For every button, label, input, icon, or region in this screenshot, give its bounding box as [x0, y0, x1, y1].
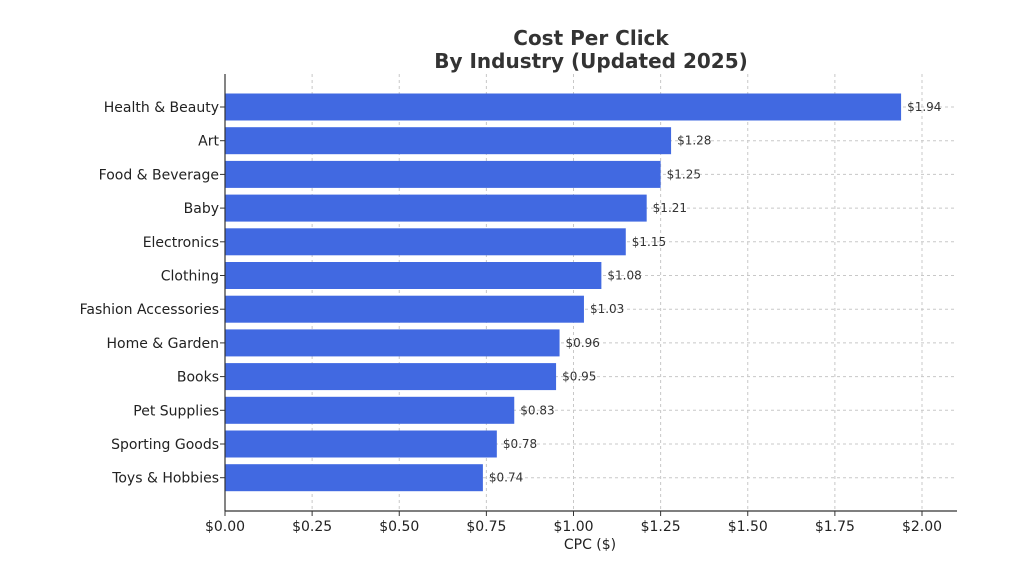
bar	[225, 262, 602, 289]
y-tick-label: Health & Beauty	[104, 100, 219, 116]
bar-value-labels: $1.94 $1.28 $1.25 $1.21 $1.15 $1.08 $1.03 $0.96…	[489, 100, 942, 485]
bar	[225, 127, 672, 155]
axes	[220, 74, 957, 516]
bar-value-label: $1.25	[667, 167, 701, 181]
chart-subtitle: By Industry (Updated 2025)	[434, 49, 748, 73]
bar-value-label: $0.96	[566, 336, 600, 350]
bar	[225, 160, 661, 188]
bar-value-label: $1.21	[653, 201, 687, 215]
bar-value-label: $1.03	[590, 302, 624, 316]
x-tick-label: $0.25	[292, 519, 332, 535]
chart-title: Cost Per Click	[513, 26, 669, 50]
bar	[225, 430, 497, 458]
bar	[225, 363, 557, 391]
y-tick-label: Food & Beverage	[99, 167, 219, 183]
bar-value-label: $1.28	[677, 134, 711, 148]
bar	[225, 93, 902, 121]
y-tick-labels: Health & Beauty Art Food & Beverage Baby Ele…	[80, 100, 220, 487]
bar-value-label: $0.95	[562, 370, 596, 384]
x-tick-label: $1.00	[553, 519, 593, 535]
x-tick-label: $0.50	[379, 519, 419, 535]
bar	[225, 194, 647, 222]
x-axis-label: CPC ($)	[564, 537, 616, 553]
bar	[225, 295, 584, 323]
y-tick-label: Fashion Accessories	[80, 302, 219, 318]
bar	[225, 464, 483, 492]
bar-value-label: $1.15	[632, 235, 666, 249]
y-tick-label: Books	[177, 370, 219, 386]
bar-value-label: $1.08	[607, 269, 641, 283]
y-tick-label: Toys & Hobbies	[111, 471, 219, 487]
y-tick-label: Home & Garden	[107, 336, 219, 352]
y-tick-label: Baby	[184, 201, 219, 217]
x-tick-label: $1.50	[728, 519, 768, 535]
x-tick-label: $0.00	[205, 519, 245, 535]
bar-value-label: $0.74	[489, 471, 523, 485]
bar	[225, 396, 515, 424]
bar	[225, 329, 560, 357]
x-tick-labels: $0.00 $0.25 $0.50 $0.75 $1.00 $1.25 $1.50 $1.75…	[205, 519, 942, 535]
y-tick-label: Pet Supplies	[133, 403, 219, 419]
bar-value-label: $1.94	[907, 100, 941, 114]
x-tick-label: $2.00	[902, 519, 942, 535]
y-tick-label: Electronics	[143, 235, 219, 251]
bar	[225, 228, 626, 256]
x-tick-label: $1.25	[641, 519, 681, 535]
x-tick-label: $0.75	[466, 519, 506, 535]
bar-value-label: $0.78	[503, 437, 537, 451]
y-tick-label: Art	[198, 134, 219, 150]
bar-value-label: $0.83	[520, 403, 554, 417]
y-tick-label: Sporting Goods	[111, 437, 219, 453]
y-tick-label: Clothing	[161, 269, 219, 285]
x-tick-label: $1.75	[815, 519, 855, 535]
bars	[225, 93, 902, 492]
